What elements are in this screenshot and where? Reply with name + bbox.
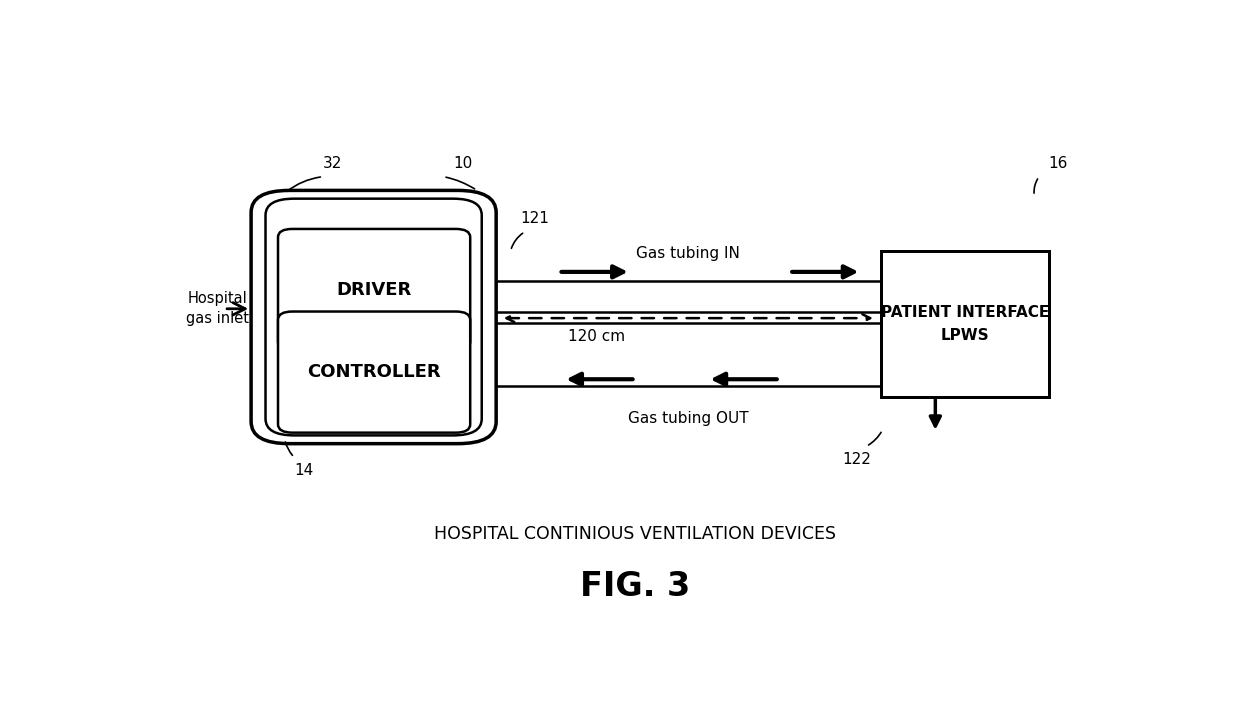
FancyBboxPatch shape xyxy=(278,229,470,350)
Text: 32: 32 xyxy=(324,156,342,171)
Text: CONTROLLER: CONTROLLER xyxy=(308,363,441,381)
Text: 14: 14 xyxy=(294,463,314,478)
FancyBboxPatch shape xyxy=(278,312,470,433)
Text: 120 cm: 120 cm xyxy=(568,329,626,344)
Text: 122: 122 xyxy=(842,452,870,467)
Text: Hospital
gas inlet: Hospital gas inlet xyxy=(186,292,249,326)
Text: Gas tubing OUT: Gas tubing OUT xyxy=(627,411,749,426)
FancyBboxPatch shape xyxy=(265,199,481,435)
Text: 121: 121 xyxy=(520,211,549,226)
Text: Gas tubing IN: Gas tubing IN xyxy=(636,246,740,261)
Text: FIG. 3: FIG. 3 xyxy=(580,571,691,603)
Bar xyxy=(880,251,1049,397)
Text: 16: 16 xyxy=(1049,156,1068,171)
Text: 10: 10 xyxy=(453,156,472,171)
Text: HOSPITAL CONTINIOUS VENTILATION DEVICES: HOSPITAL CONTINIOUS VENTILATION DEVICES xyxy=(434,526,837,543)
Text: PATIENT INTERFACE
LPWS: PATIENT INTERFACE LPWS xyxy=(880,305,1049,342)
Text: DRIVER: DRIVER xyxy=(336,280,412,298)
FancyBboxPatch shape xyxy=(250,190,496,443)
